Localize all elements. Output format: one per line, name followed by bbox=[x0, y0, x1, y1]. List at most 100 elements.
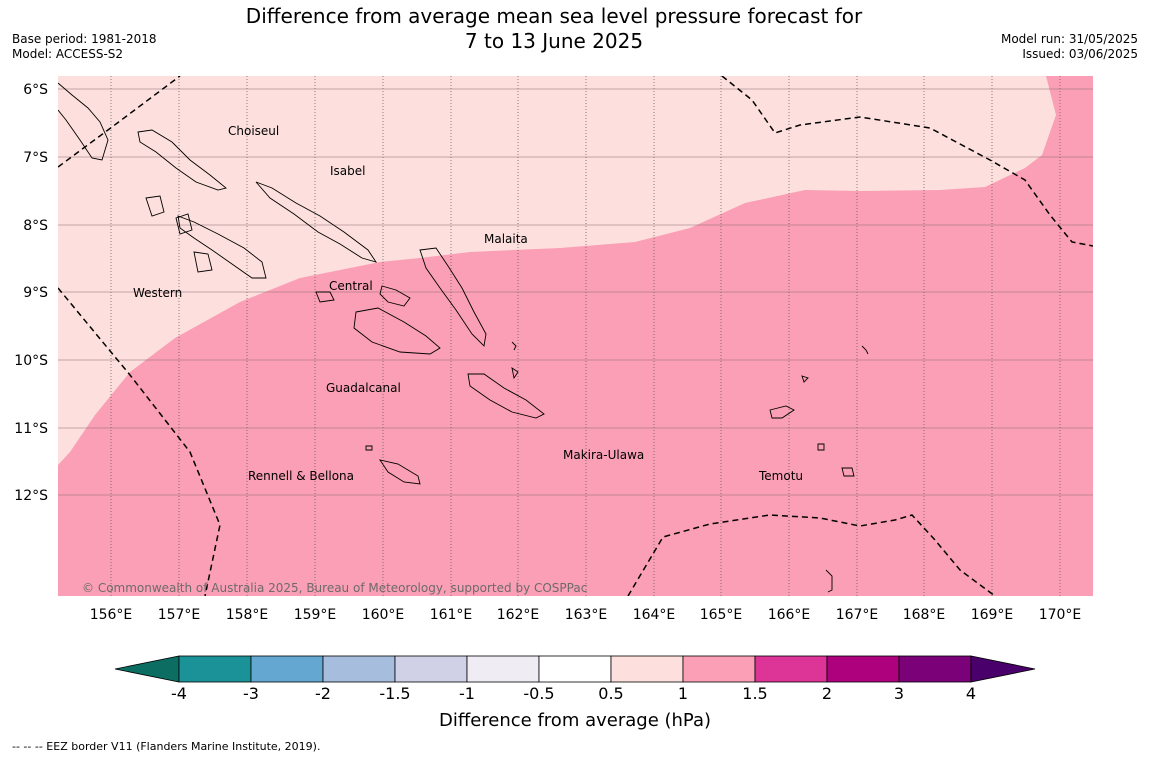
lon-tick: 160°E bbox=[362, 607, 405, 623]
map-figure: © Commonwealth of Australia 2025, Bureau… bbox=[14, 76, 1093, 731]
island-bellona bbox=[365, 445, 373, 451]
lon-tick: 168°E bbox=[903, 607, 946, 623]
lon-tick: 158°E bbox=[226, 607, 269, 623]
island-guadalcanal bbox=[353, 307, 441, 355]
eez-footnote: -- -- -- EEZ border V11 (Flanders Marine… bbox=[12, 740, 321, 753]
island-reef bbox=[801, 375, 809, 383]
colorbar-tick-label: -4 bbox=[171, 684, 187, 703]
model-run: Model run: 31/05/2025 bbox=[1000, 32, 1138, 46]
base-period: Base period: 1981-2018 bbox=[12, 32, 157, 46]
lon-tick: 161°E bbox=[430, 607, 473, 623]
label-malaita: Malaita bbox=[484, 232, 528, 246]
lon-tick: 165°E bbox=[700, 607, 743, 623]
island-makira bbox=[467, 373, 545, 419]
island-russell bbox=[315, 291, 335, 303]
lat-tick: 11°S bbox=[14, 421, 48, 437]
colorbar-box bbox=[610, 655, 684, 683]
lon-tick: 167°E bbox=[836, 607, 879, 623]
lat-tick-labels: 6°S 7°S 8°S 9°S 10°S 11°S 12°S bbox=[14, 82, 48, 504]
island-rendova bbox=[193, 251, 213, 273]
map-area: © Commonwealth of Australia 2025, Bureau… bbox=[58, 76, 1093, 596]
title-line-2: 7 to 13 June 2025 bbox=[464, 29, 644, 53]
colorbar-box bbox=[250, 655, 324, 683]
lat-tick: 12°S bbox=[14, 488, 48, 504]
island-utupua bbox=[817, 443, 825, 451]
colorbar-box bbox=[754, 655, 828, 683]
colorbar-tick-label: 2 bbox=[822, 684, 832, 703]
label-choiseul: Choiseul bbox=[228, 124, 279, 138]
lon-tick: 169°E bbox=[971, 607, 1014, 623]
island-sikaiana bbox=[511, 341, 517, 351]
island-rennell bbox=[379, 459, 421, 485]
lon-tick: 166°E bbox=[768, 607, 811, 623]
colorbar-tick-label: -3 bbox=[243, 684, 259, 703]
colorbar-tick-label: 1 bbox=[678, 684, 688, 703]
colorbar-tick-label: -1 bbox=[459, 684, 475, 703]
lat-tick: 6°S bbox=[23, 82, 48, 98]
colorbar-tick-label: 1.5 bbox=[742, 684, 767, 703]
meta-right: Model run: 31/05/2025 Issued: 03/06/2025 bbox=[1001, 32, 1138, 62]
label-makira-ulawa: Makira-Ulawa bbox=[563, 448, 644, 462]
lon-tick: 157°E bbox=[158, 607, 201, 623]
lon-tick: 159°E bbox=[294, 607, 337, 623]
island-choiseul bbox=[137, 129, 227, 191]
island-florida bbox=[379, 285, 411, 307]
island-vanikoro bbox=[841, 467, 855, 477]
colorbar-box bbox=[466, 655, 540, 683]
colorbar-box bbox=[394, 655, 468, 683]
islands bbox=[58, 82, 869, 593]
lat-tick: 10°S bbox=[14, 353, 48, 369]
model-name: Model: ACCESS-S2 bbox=[12, 47, 124, 61]
colorbar-box bbox=[826, 655, 900, 683]
colorbar-box bbox=[178, 655, 252, 683]
lat-tick: 8°S bbox=[23, 218, 48, 234]
island-ranongga bbox=[175, 213, 193, 235]
meta-left: Base period: 1981-2018 Model: ACCESS-S2 bbox=[12, 32, 157, 62]
island-bougainville bbox=[58, 82, 109, 161]
latitude-lines bbox=[58, 88, 1093, 496]
label-western: Western bbox=[133, 286, 182, 300]
label-temotu: Temotu bbox=[758, 469, 803, 483]
colorbar-tick-label: -2 bbox=[315, 684, 331, 703]
label-isabel: Isabel bbox=[330, 164, 365, 178]
label-central: Central bbox=[329, 279, 373, 293]
colorbar-box bbox=[898, 655, 972, 683]
colorbar-box bbox=[322, 655, 396, 683]
island-santa-cruz bbox=[769, 405, 795, 419]
eez-borders bbox=[58, 76, 1093, 596]
island-duff bbox=[861, 345, 869, 355]
lon-tick: 164°E bbox=[633, 607, 676, 623]
island-malaita bbox=[419, 247, 487, 347]
lon-tick-labels: 156°E 157°E 158°E 159°E 160°E 161°E 162°… bbox=[90, 607, 1082, 623]
colorbar-title: Difference from average (hPa) bbox=[439, 710, 711, 731]
colorbar: -4 -3 -2 -1.5 -1 -0.5 0.5 1 1.5 2 3 4 Difference fr… bbox=[114, 655, 1036, 731]
colorbar-tick-label: -1.5 bbox=[379, 684, 410, 703]
colorbar-box bbox=[682, 655, 756, 683]
anomaly-region-0.5-to-1 bbox=[58, 76, 1056, 465]
colorbar-box bbox=[538, 655, 612, 683]
colorbar-over-arrow bbox=[970, 655, 1036, 683]
issued-date: Issued: 03/06/2025 bbox=[1022, 47, 1138, 61]
lat-tick: 9°S bbox=[23, 285, 48, 301]
colorbar-tick-label: 3 bbox=[894, 684, 904, 703]
island-tikopia bbox=[825, 569, 833, 593]
colorbar-tick-label: 4 bbox=[966, 684, 976, 703]
island-new-georgia bbox=[177, 215, 267, 279]
colorbar-tick-label: -0.5 bbox=[523, 684, 554, 703]
colorbar-labels: -4 -3 -2 -1.5 -1 -0.5 0.5 1 1.5 2 3 4 bbox=[171, 684, 976, 703]
island-ulawa bbox=[511, 367, 519, 380]
lon-tick: 162°E bbox=[497, 607, 540, 623]
lon-tick: 170°E bbox=[1039, 607, 1082, 623]
label-rennell-bellona: Rennell & Bellona bbox=[248, 469, 354, 483]
title-line-1: Difference from average mean sea level p… bbox=[245, 4, 863, 28]
lat-tick: 7°S bbox=[23, 150, 48, 166]
colorbar-under-arrow bbox=[114, 655, 180, 683]
label-guadalcanal: Guadalcanal bbox=[326, 381, 401, 395]
island-vella-lavella bbox=[145, 195, 165, 217]
colorbar-boxes bbox=[178, 655, 972, 683]
copyright: © Commonwealth of Australia 2025, Bureau… bbox=[82, 581, 587, 595]
island-isabel bbox=[255, 181, 378, 263]
lon-tick: 163°E bbox=[565, 607, 608, 623]
chart-title: Difference from average mean sea level p… bbox=[234, 4, 874, 54]
colorbar-tick-label: 0.5 bbox=[598, 684, 623, 703]
